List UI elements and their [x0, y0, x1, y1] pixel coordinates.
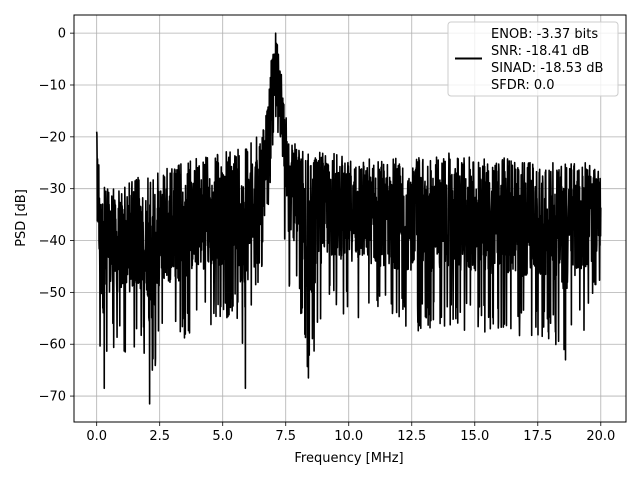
y-tick-label: −40	[39, 234, 66, 249]
y-tick-label: −30	[39, 182, 66, 197]
x-axis-ticks: 0.0 2.5 5.0 7.5 10.0 12.5 15.0 17.5 20.0	[86, 422, 615, 444]
y-tick-label: −60	[39, 338, 66, 353]
x-tick-label: 12.5	[397, 429, 426, 444]
x-tick-label: 0.0	[86, 429, 107, 444]
y-tick-label: −50	[39, 286, 66, 301]
x-tick-label: 5.0	[212, 429, 233, 444]
legend-entry-sinad: SINAD: -18.53 dB	[491, 61, 603, 76]
y-tick-label: −10	[39, 78, 66, 93]
x-tick-label: 20.0	[586, 429, 615, 444]
y-tick-label: −20	[39, 130, 66, 145]
psd-series-line	[95, 32, 602, 405]
y-tick-label: 0	[58, 27, 66, 42]
x-axis-label: Frequency [MHz]	[294, 451, 403, 466]
x-tick-label: 2.5	[149, 429, 170, 444]
legend-entry-snr: SNR: -18.41 dB	[491, 44, 589, 59]
y-tick-label: −70	[39, 390, 66, 405]
legend: ENOB: -3.37 bits SNR: -18.41 dB SINAD: -…	[447, 21, 619, 97]
axes-frame	[73, 14, 627, 423]
x-tick-label: 17.5	[523, 429, 552, 444]
x-tick-label: 15.0	[460, 429, 489, 444]
legend-entry-sfdr: SFDR: 0.0	[491, 78, 555, 93]
y-axis-label: PSD [dB]	[14, 189, 29, 247]
y-axis-ticks: 0 −10 −20 −30 −40 −50 −60 −70	[39, 27, 74, 405]
legend-box	[447, 21, 619, 97]
legend-entry-enob: ENOB: -3.37 bits	[491, 27, 598, 42]
x-tick-label: 7.5	[275, 429, 296, 444]
plot-area	[95, 32, 602, 405]
x-tick-label: 10.0	[334, 429, 363, 444]
